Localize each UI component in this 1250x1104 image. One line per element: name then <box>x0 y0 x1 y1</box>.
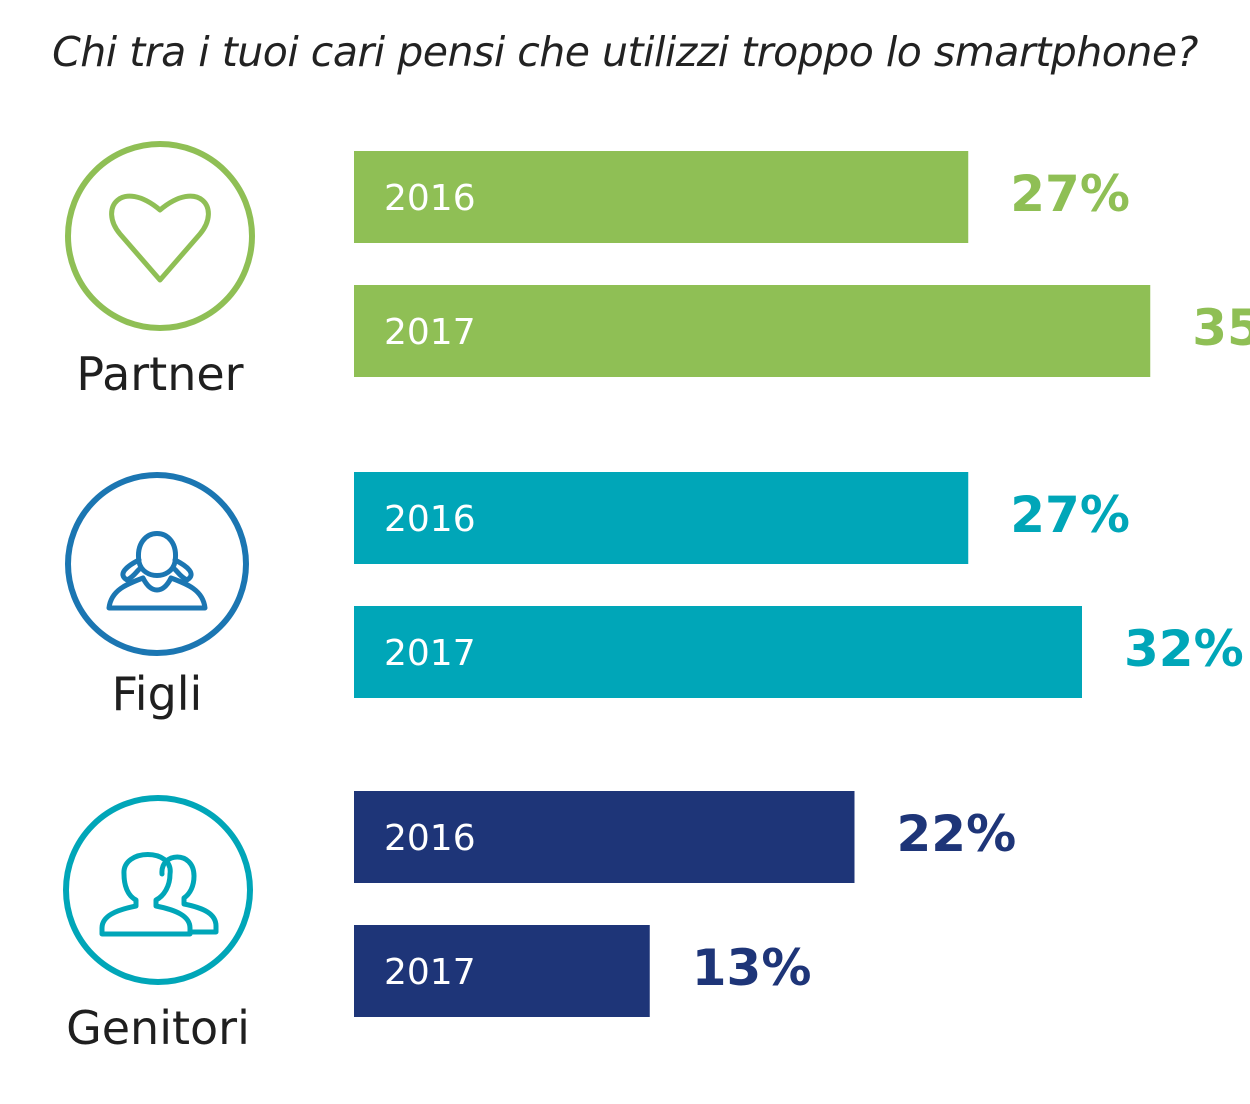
value-label: 35% <box>1192 299 1250 357</box>
bar-year-label: 2016 <box>384 178 476 219</box>
group-label: Figli <box>112 667 203 721</box>
bar-year-label: 2017 <box>384 952 476 993</box>
group-genitori: Genitori 2016 22% 2017 13% <box>63 791 1017 1055</box>
bar-year-label: 2017 <box>384 633 476 674</box>
bar <box>354 285 1151 377</box>
bar-year-label: 2016 <box>384 499 476 540</box>
group-label: Partner <box>76 347 243 401</box>
value-label: 27% <box>1010 486 1130 544</box>
group-partner: Partner 2016 27% 2017 35% <box>65 141 1250 401</box>
bar <box>354 791 855 883</box>
child-icon <box>106 531 208 611</box>
heart-icon <box>109 193 211 283</box>
value-label: 13% <box>692 939 812 997</box>
bar-year-label: 2016 <box>384 818 476 859</box>
value-label: 27% <box>1010 165 1130 223</box>
value-label: 22% <box>897 805 1017 863</box>
parents-icon <box>99 852 219 937</box>
bar <box>354 151 969 243</box>
value-label: 32% <box>1124 620 1244 678</box>
bar <box>354 606 1082 698</box>
icon-circle <box>63 795 253 985</box>
icon-circle <box>65 472 249 656</box>
chart-title: Chi tra i tuoi cari pensi che utilizzi t… <box>52 28 1198 76</box>
bar <box>354 472 969 564</box>
group-figli: Figli 2016 27% 2017 32% <box>65 472 1244 721</box>
group-label: Genitori <box>66 1001 250 1055</box>
bar <box>354 925 650 1017</box>
icon-circle <box>65 141 255 331</box>
bar-year-label: 2017 <box>384 312 476 353</box>
